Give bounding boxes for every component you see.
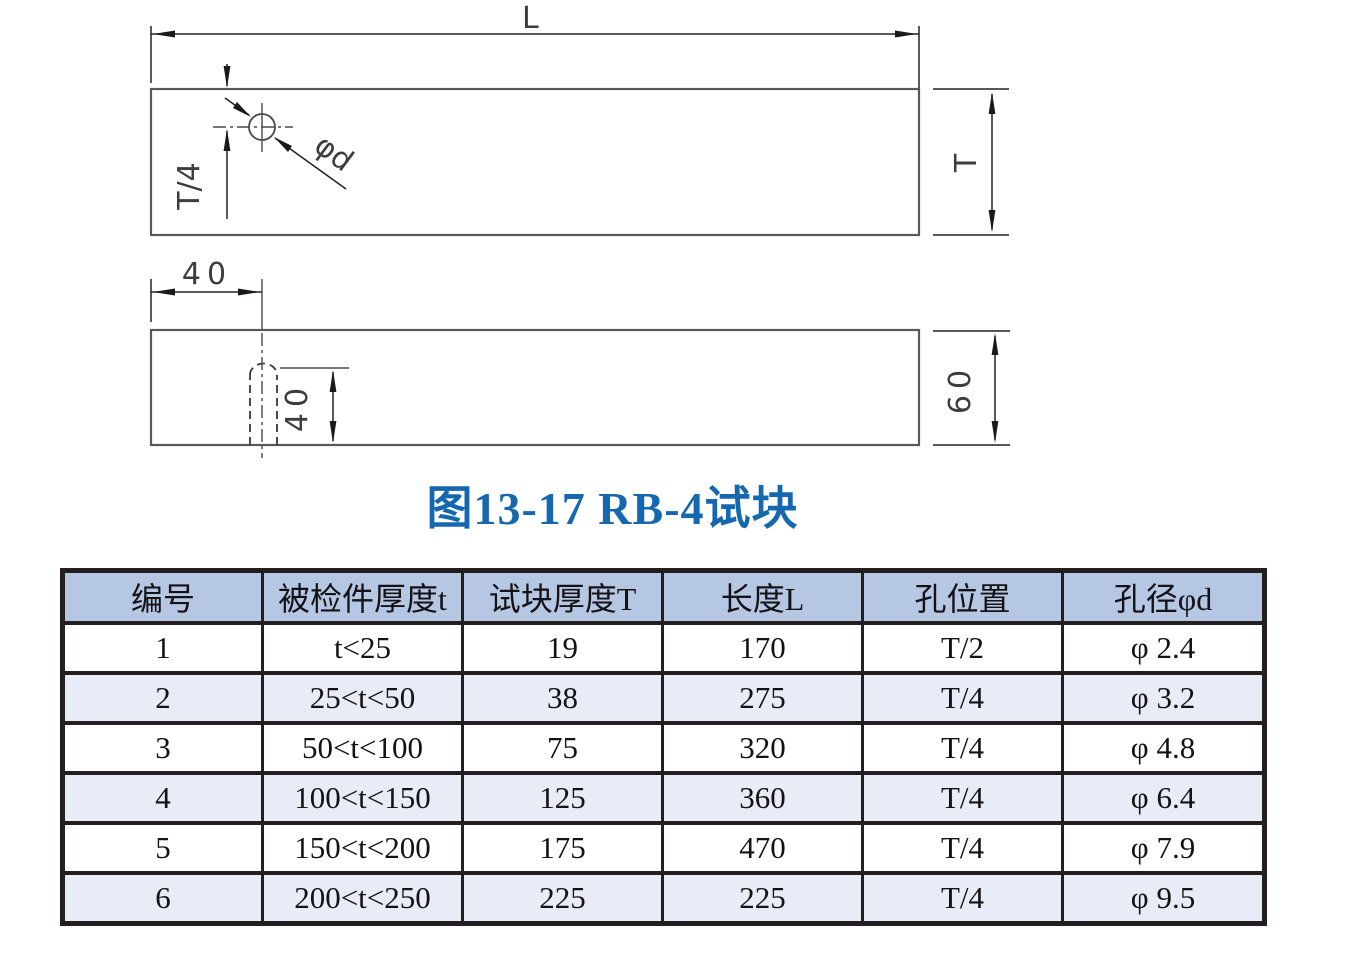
dim-label-T: T [949,153,984,173]
dim-label-40-depth: 40 [280,382,315,432]
arrowhead [329,370,337,392]
arrowhead [223,129,231,151]
cell-length: 470 [661,821,864,875]
table-row: 4 100<t<150 125 360 T/4 φ 6.4 [61,771,1266,825]
cell-tested-thickness: 50<t<100 [261,721,464,775]
block-outline-bottom-view [149,328,921,447]
cell-block-thickness: 125 [461,771,664,825]
arrowhead [988,210,996,232]
cell-length: 170 [661,621,864,675]
table-header-row: 编号 被检件厚度t 试块厚度T 长度L 孔位置 孔径φd [61,568,1266,625]
dim-label-40-offset: 40 [182,257,232,292]
cell-length: 225 [661,871,864,926]
spec-table: 编号 被检件厚度t 试块厚度T 长度L 孔位置 孔径φd 1 t<25 19 1… [60,568,1267,926]
cell-hole-position: T/4 [861,771,1064,825]
cell-hole-position: T/4 [861,871,1064,926]
col-header-number: 编号 [61,568,264,625]
block-outline-top-view [149,87,921,237]
cell-block-thickness: 225 [461,871,664,926]
cell-hole-diameter: φ 6.4 [1061,771,1266,825]
arrowhead [238,288,260,296]
hole-bottom-view [249,333,278,458]
col-header-block-thickness: 试块厚度T [461,568,664,625]
arrowhead [153,30,175,38]
col-header-tested-thickness: 被检件厚度t [261,568,464,625]
dim-label-T4: T/4 [172,162,207,211]
figure-title: 图13-17 RB-4试块 [426,483,799,534]
table-row: 1 t<25 19 170 T/2 φ 2.4 [61,621,1266,675]
arrowhead [153,288,175,296]
cell-hole-diameter: φ 4.8 [1061,721,1266,775]
hole-top-view [213,103,293,152]
bottom-view-drawing: 40 40 [149,257,1010,458]
dimension-60: 60 [933,330,1010,446]
cell-length: 275 [661,671,864,725]
cell-block-thickness: 19 [461,621,664,675]
dimension-40-depth: 40 [280,367,349,443]
cell-length: 360 [661,771,864,825]
cell-hole-position: T/2 [861,621,1064,675]
cell-number: 1 [61,621,264,675]
cell-length: 320 [661,721,864,775]
cell-hole-diameter: φ 3.2 [1061,671,1266,725]
cell-tested-thickness: t<25 [261,621,464,675]
cell-tested-thickness: 25<t<50 [261,671,464,725]
cell-hole-position: T/4 [861,671,1064,725]
cell-hole-diameter: φ 2.4 [1061,621,1266,675]
cell-hole-position: T/4 [861,821,1064,875]
cell-hole-diameter: φ 7.9 [1061,821,1266,875]
dim-label-L: L [522,1,539,36]
cell-number: 3 [61,721,264,775]
arrowhead [895,30,917,38]
cell-number: 6 [61,871,264,926]
cell-block-thickness: 38 [461,671,664,725]
dim-label-60: 60 [943,364,978,414]
col-header-hole-position: 孔位置 [861,568,1064,625]
cell-tested-thickness: 100<t<150 [261,771,464,825]
col-header-length: 长度L [661,568,864,625]
arrowhead [329,421,337,443]
arrowhead [223,66,231,88]
table-row: 5 150<t<200 175 470 T/4 φ 7.9 [61,821,1266,875]
col-header-hole-diameter: 孔径φd [1061,568,1266,625]
table-row: 3 50<t<100 75 320 T/4 φ 4.8 [61,721,1266,775]
arrowhead [991,421,999,443]
cell-tested-thickness: 150<t<200 [261,821,464,875]
cell-block-thickness: 175 [461,821,664,875]
arrowhead [991,333,999,355]
dimension-L: L [150,1,920,88]
cell-hole-diameter: φ 9.5 [1061,871,1266,926]
top-view-drawing: L T T/4 [149,1,1009,237]
hole-circle [248,113,276,141]
arrowhead [233,102,251,117]
cell-number: 4 [61,771,264,825]
cell-block-thickness: 75 [461,721,664,775]
dimension-T4: T/4 [172,64,231,219]
cell-number: 2 [61,671,264,725]
cell-tested-thickness: 200<t<250 [261,871,464,926]
arrowhead [274,137,292,152]
cell-hole-position: T/4 [861,721,1064,775]
table-row: 2 25<t<50 38 275 T/4 φ 3.2 [61,671,1266,725]
table-row: 6 200<t<250 225 225 T/4 φ 9.5 [61,871,1266,926]
cell-number: 5 [61,821,264,875]
dimension-T: T [933,88,1009,236]
arrowhead [988,92,996,114]
dimension-40-offset: 40 [150,257,263,329]
test-block-drawing: L T T/4 [149,1,1010,458]
